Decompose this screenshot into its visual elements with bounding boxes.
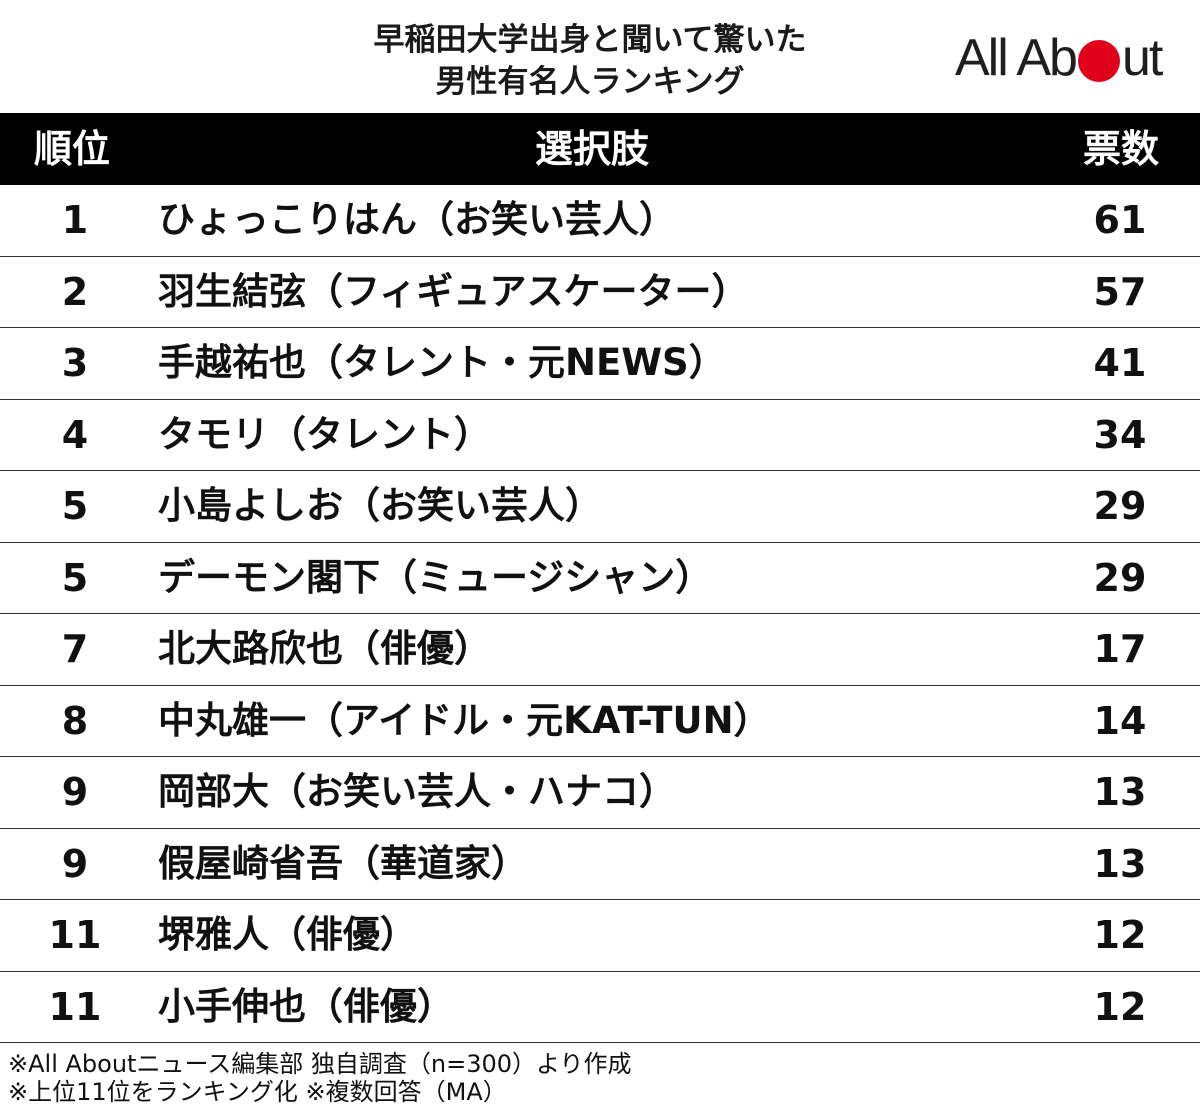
- title-area: 早稲田大学出身と聞いて驚いた 男性有名人ランキング All Ab ut: [0, 0, 1200, 112]
- row-name: デーモン閣下（ミュージシャン）: [158, 555, 713, 599]
- row-name: 小島よしお（お笑い芸人）: [158, 484, 602, 527]
- row-votes: 61: [1093, 198, 1147, 242]
- table-row: 2 羽生結弦（フィギュアスケーター） 57: [0, 257, 1200, 328]
- row-rank: 9: [61, 841, 89, 886]
- row-votes: 12: [1093, 984, 1147, 1029]
- table-row: 11 小手伸也（俳優） 12: [0, 972, 1200, 1043]
- table-row: 9 假屋崎省吾（華道家） 13: [0, 829, 1200, 900]
- row-votes: 29: [1093, 555, 1147, 600]
- row-rank: 1: [61, 198, 89, 242]
- row-name: 手越祐也（タレント・元NEWS）: [158, 341, 726, 384]
- row-rank: 4: [61, 412, 89, 457]
- header-votes: 票数: [1083, 127, 1160, 171]
- row-votes: 57: [1093, 269, 1147, 314]
- table-header: 順位 選択肢 票数: [0, 113, 1200, 185]
- table-row: 8 中丸雄一（アイドル・元KAT-TUN） 14: [0, 686, 1200, 757]
- row-votes: 14: [1093, 698, 1147, 743]
- table-row: 5 小島よしお（お笑い芸人） 29: [0, 471, 1200, 543]
- row-name: 岡部大（お笑い芸人・ハナコ）: [158, 770, 676, 813]
- logo-text-left: All Ab: [955, 29, 1078, 87]
- row-name: 北大路欣也（俳優）: [158, 627, 491, 670]
- header-rank: 順位: [34, 127, 111, 171]
- row-name: 堺雅人（俳優）: [158, 913, 417, 956]
- row-name: 小手伸也（俳優）: [158, 984, 454, 1028]
- row-rank: 9: [61, 770, 89, 814]
- logo-text-right: ut: [1121, 29, 1163, 87]
- row-votes: 17: [1093, 627, 1147, 671]
- table-row: 3 手越祐也（タレント・元NEWS） 41: [0, 328, 1200, 400]
- row-name: タモリ（タレント）: [158, 412, 491, 456]
- row-name: 假屋崎省吾（華道家）: [158, 841, 528, 885]
- row-rank: 11: [48, 984, 102, 1029]
- table-row: 11 堺雅人（俳優） 12: [0, 900, 1200, 972]
- row-votes: 12: [1093, 913, 1147, 957]
- ranking-table: 1 ひょっこりはん（お笑い芸人） 61 2 羽生結弦（フィギュアスケーター） 5…: [0, 185, 1200, 1043]
- row-votes: 41: [1093, 341, 1147, 385]
- table-row: 7 北大路欣也（俳優） 17: [0, 614, 1200, 686]
- table-row: 4 タモリ（タレント） 34: [0, 400, 1200, 471]
- all-about-logo: All Ab ut: [955, 28, 1163, 88]
- row-rank: 2: [61, 269, 89, 314]
- row-rank: 7: [61, 627, 89, 671]
- row-votes: 34: [1093, 412, 1147, 457]
- row-votes: 13: [1093, 770, 1147, 814]
- page-title-line-1: 早稲田大学出身と聞いて驚いた: [373, 22, 807, 58]
- footer-notes: ※All Aboutニュース編集部 独自調査（n=300）より作成 ※上位11位…: [8, 1050, 632, 1106]
- row-rank: 11: [48, 913, 102, 957]
- page-title-line-2: 男性有名人ランキング: [435, 64, 745, 100]
- row-rank: 8: [61, 698, 89, 743]
- footer-note-source: ※All Aboutニュース編集部 独自調査（n=300）より作成: [8, 1050, 632, 1078]
- row-votes: 13: [1093, 841, 1147, 886]
- footer-note-method: ※上位11位をランキング化 ※複数回答（MA）: [8, 1078, 507, 1106]
- header-choice: 選択肢: [535, 127, 650, 171]
- row-votes: 29: [1093, 484, 1147, 528]
- row-name: 中丸雄一（アイドル・元KAT-TUN）: [158, 698, 771, 742]
- row-rank: 3: [61, 341, 89, 385]
- table-row: 1 ひょっこりはん（お笑い芸人） 61: [0, 185, 1200, 257]
- row-name: ひょっこりはん（お笑い芸人）: [158, 198, 676, 241]
- row-rank: 5: [61, 555, 89, 600]
- row-rank: 5: [61, 484, 89, 528]
- logo-red-dot-icon: [1077, 40, 1120, 82]
- row-name: 羽生結弦（フィギュアスケーター）: [158, 269, 749, 313]
- table-row: 5 デーモン閣下（ミュージシャン） 29: [0, 543, 1200, 614]
- table-row: 9 岡部大（お笑い芸人・ハナコ） 13: [0, 757, 1200, 829]
